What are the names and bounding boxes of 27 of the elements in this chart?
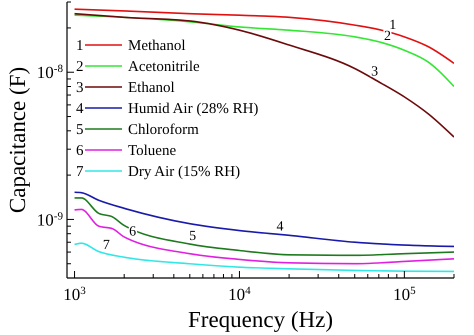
legend-label: Toluene xyxy=(128,143,176,159)
text: 5 xyxy=(76,122,84,138)
legend-label: Humid Air (28% RH) xyxy=(128,101,258,117)
text: 4 xyxy=(76,101,84,117)
x-tick-label: 10$^{5}$ xyxy=(393,285,416,304)
x-tick-label: 10$^{4}$ xyxy=(228,285,252,304)
text: 7 xyxy=(76,164,84,180)
y-axis-title: Capacitance (F) xyxy=(5,66,30,214)
annotation: 7 xyxy=(102,238,110,254)
legend-label: Acetonitrile xyxy=(128,59,200,75)
x-tick-label: 10$^{3}$ xyxy=(63,285,86,304)
text: 6 xyxy=(76,143,84,159)
legend-label: Ethanol xyxy=(128,80,175,96)
annotation: 4 xyxy=(276,219,284,234)
legend-label: Dry Air (15% RH) xyxy=(128,164,240,180)
text: 1 xyxy=(76,38,84,54)
y-tick-label: 10$^{-9}$ xyxy=(36,210,64,230)
y-tick-label: 10$^{-8}$ xyxy=(36,63,64,82)
x-axis-title: Frequency (Hz) xyxy=(188,307,333,332)
annotation: 1 xyxy=(389,18,396,33)
legend-label: Chloroform xyxy=(128,122,200,138)
annotation: 3 xyxy=(371,64,378,80)
annotation: 5 xyxy=(189,229,196,244)
legend-label: Methanol xyxy=(128,38,186,54)
text: 2 xyxy=(76,59,84,75)
annotation: 2 xyxy=(384,29,391,44)
text: 3 xyxy=(76,80,84,96)
